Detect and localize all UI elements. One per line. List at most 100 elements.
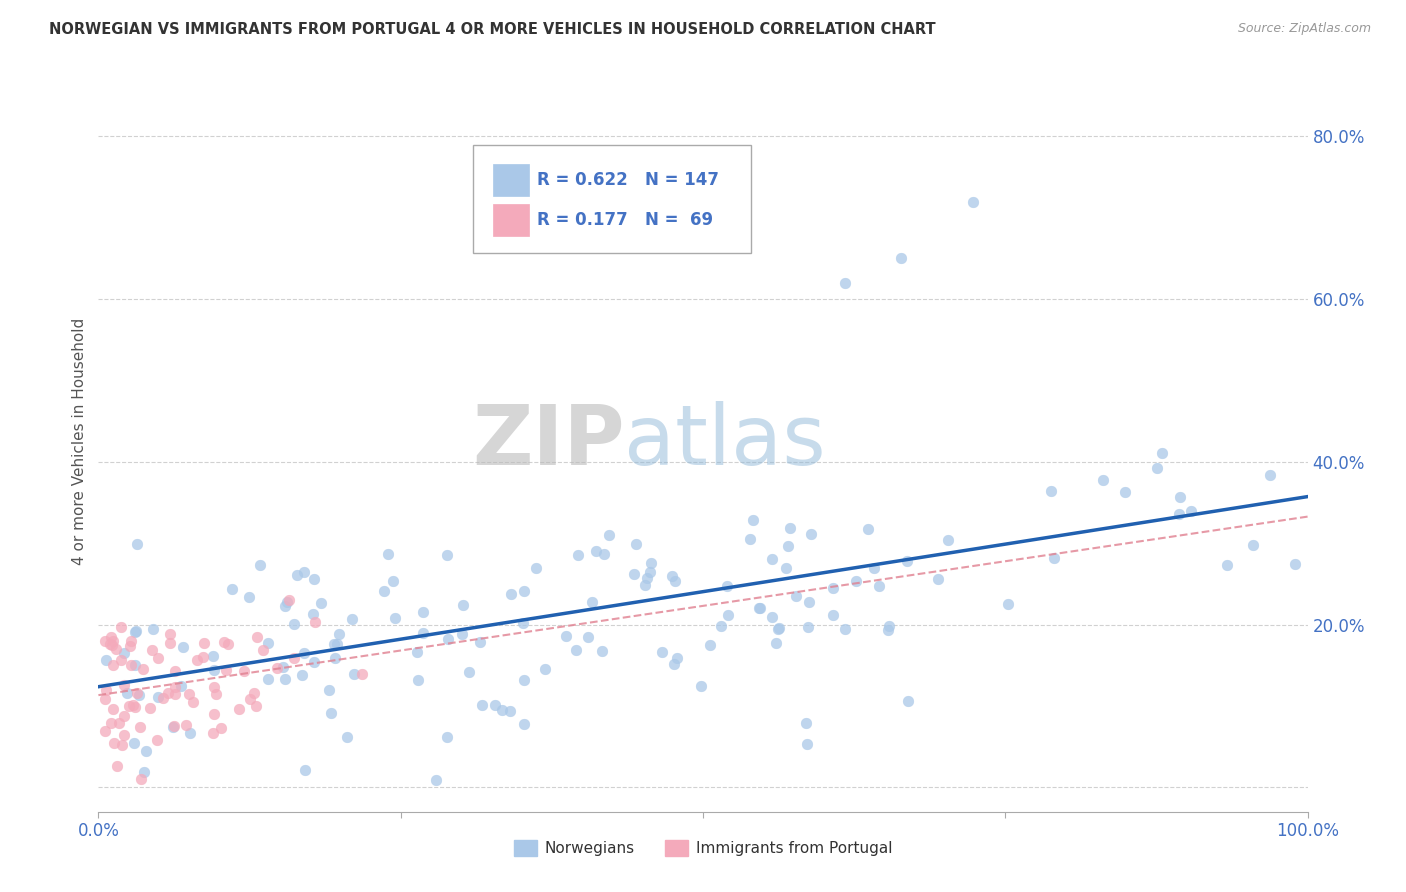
Point	[740, 533, 762, 547]
Point	[1216, 558, 1239, 573]
Point	[326, 637, 349, 651]
Point	[766, 623, 789, 637]
Point	[406, 673, 429, 687]
Point	[217, 638, 239, 652]
Point	[125, 624, 148, 638]
Point	[821, 607, 844, 622]
Point	[181, 695, 204, 709]
Point	[141, 643, 163, 657]
Point	[302, 655, 325, 669]
Point	[142, 622, 165, 636]
Point	[633, 578, 655, 592]
Point	[294, 763, 316, 777]
Point	[581, 594, 603, 608]
Point	[513, 584, 536, 599]
Point	[221, 582, 243, 596]
Point	[94, 634, 117, 648]
Point	[120, 634, 142, 648]
Point	[104, 641, 127, 656]
Point	[425, 772, 447, 787]
Point	[177, 687, 200, 701]
Point	[585, 544, 607, 558]
Point	[278, 593, 301, 607]
Point	[202, 663, 225, 677]
Point	[845, 574, 868, 588]
Text: R = 0.177   N =  69: R = 0.177 N = 69	[537, 211, 713, 229]
Point	[437, 632, 460, 647]
Point	[863, 561, 886, 575]
Point	[377, 547, 399, 561]
Point	[100, 639, 122, 653]
Point	[202, 680, 225, 694]
Point	[215, 664, 238, 678]
Point	[125, 537, 148, 551]
Point	[202, 706, 225, 721]
Point	[274, 672, 297, 686]
Point	[145, 733, 167, 747]
Point	[115, 686, 138, 700]
Point	[484, 698, 506, 712]
Point	[927, 572, 949, 586]
Point	[274, 599, 297, 613]
Point	[245, 698, 267, 713]
FancyBboxPatch shape	[474, 145, 751, 252]
Point	[128, 688, 150, 702]
Point	[304, 615, 326, 630]
Point	[122, 736, 145, 750]
Point	[205, 687, 228, 701]
Point	[709, 619, 731, 633]
Point	[162, 720, 184, 734]
Point	[716, 579, 738, 593]
Point	[238, 591, 260, 605]
Point	[651, 645, 673, 659]
Point	[283, 617, 305, 632]
Point	[513, 673, 536, 687]
Point	[340, 612, 363, 626]
Point	[186, 653, 208, 667]
Point	[101, 634, 124, 648]
FancyBboxPatch shape	[492, 164, 529, 196]
Point	[436, 730, 458, 744]
Point	[598, 528, 620, 542]
Point	[290, 667, 312, 681]
Point	[138, 701, 160, 715]
Point	[172, 640, 194, 654]
Point	[699, 638, 721, 652]
Point	[100, 630, 122, 644]
Point	[328, 626, 350, 640]
Point	[112, 728, 135, 742]
Point	[666, 650, 689, 665]
Point	[108, 716, 131, 731]
Point	[796, 737, 818, 751]
Point	[176, 718, 198, 732]
Point	[384, 611, 406, 625]
Point	[1150, 446, 1173, 460]
Point	[228, 701, 250, 715]
Point	[576, 630, 599, 644]
Point	[823, 581, 845, 595]
Point	[101, 702, 124, 716]
Point	[96, 653, 118, 667]
Point	[159, 626, 181, 640]
Point	[233, 664, 256, 678]
Point	[1180, 504, 1202, 518]
Point	[163, 719, 186, 733]
Point	[276, 594, 298, 608]
Text: ZIP: ZIP	[472, 401, 624, 482]
Point	[302, 607, 325, 621]
Point	[664, 574, 686, 589]
Point	[336, 731, 359, 745]
Point	[165, 680, 187, 694]
Point	[748, 601, 770, 615]
Point	[100, 715, 122, 730]
Point	[249, 558, 271, 573]
Point	[896, 554, 918, 568]
Point	[373, 583, 395, 598]
Point	[794, 715, 817, 730]
Point	[212, 635, 235, 649]
Point	[1092, 473, 1115, 487]
Point	[662, 657, 685, 671]
Point	[191, 649, 214, 664]
Point	[271, 660, 294, 674]
Point	[124, 699, 146, 714]
